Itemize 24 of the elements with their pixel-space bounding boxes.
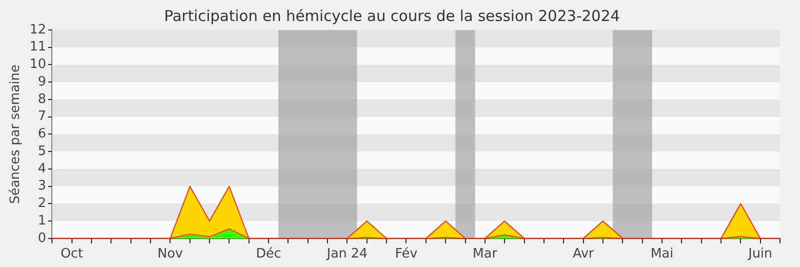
x-tick-label: Jan 24 xyxy=(326,246,368,262)
y-tick-label: 12 xyxy=(30,22,46,38)
x-tick-label: Nov xyxy=(157,246,184,262)
y-tick-label: 0 xyxy=(38,230,46,246)
y-axis-title: Séances par semaine xyxy=(8,64,24,204)
x-tick-label: Mai xyxy=(650,246,674,262)
x-tick-label: Mar xyxy=(472,246,498,262)
y-tick-label: 7 xyxy=(38,109,46,124)
chart-title: Participation en hémicycle au cours de la session 2023-2024 xyxy=(164,6,620,25)
x-tick-label: Avr xyxy=(572,246,595,262)
x-tick-label: Déc xyxy=(256,246,282,262)
y-tick-label: 9 xyxy=(38,74,46,90)
y-tick-label: 8 xyxy=(38,92,46,107)
y-tick-label: 11 xyxy=(30,40,46,55)
x-tick-label: Oct xyxy=(60,246,84,262)
x-tick-label: Juin xyxy=(747,246,772,262)
y-tick-label: 6 xyxy=(38,126,46,142)
y-tick-label: 5 xyxy=(38,144,46,159)
y-tick-label: 10 xyxy=(30,57,46,72)
y-tick-label: 3 xyxy=(38,178,46,194)
x-tick-label: Fév xyxy=(395,246,418,262)
y-tick-label: 2 xyxy=(38,196,46,212)
y-tick-label: 1 xyxy=(38,213,46,228)
y-tick-label: 4 xyxy=(38,161,46,176)
